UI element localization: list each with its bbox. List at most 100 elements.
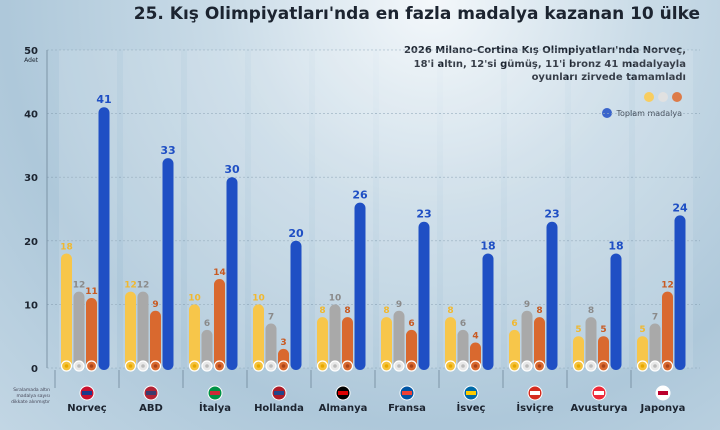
bar-label-bronze: 14: [213, 268, 226, 278]
silver-medal-center: [461, 364, 465, 368]
bar-gold: [317, 317, 328, 370]
netherlands-flag-stripe: [274, 391, 284, 395]
bar-silver: [73, 291, 85, 370]
silver-medal-center: [269, 364, 273, 368]
bronze-medal-center: [153, 364, 158, 368]
bar-label-silver: 9: [524, 300, 530, 310]
bar-bronze: [150, 310, 161, 370]
gold-medal-center: [576, 364, 581, 368]
bar-label-silver: 12: [137, 281, 150, 291]
bar-label-bronze: 3: [280, 338, 286, 348]
chart-title: 25. Kış Olimpiyatları'nda en fazla madal…: [133, 4, 700, 24]
bar-silver: [265, 323, 277, 370]
subtitle-line: 2026 Milano-Cortina Kış Olimpiyatları'nd…: [403, 45, 686, 56]
silver-medal-center: [653, 364, 657, 368]
japan-flag-stripe: [658, 391, 668, 395]
bar-label-silver: 7: [268, 312, 274, 322]
bar-gold: [509, 329, 520, 370]
country-label: Norveç: [67, 403, 106, 414]
bar-label-silver: 7: [652, 312, 658, 322]
bar-label-gold: 8: [383, 306, 389, 316]
bronze-medal-icon: [672, 92, 682, 102]
bar-gold: [381, 317, 392, 370]
gold-medal-center: [256, 364, 261, 368]
bar-silver: [329, 304, 341, 370]
bar-label-total: 18: [608, 240, 623, 253]
bar-label-bronze: 6: [408, 319, 414, 329]
silver-medal-icon: [658, 92, 668, 102]
norway-flag-stripe: [82, 391, 92, 395]
silver-medal-center: [141, 364, 145, 368]
gold-medal-center: [448, 364, 453, 368]
switzerland-flag-stripe: [530, 391, 540, 395]
country-label: Hollanda: [254, 403, 304, 414]
bar-label-silver: 12: [73, 281, 86, 291]
bronze-medal-center: [89, 364, 94, 368]
bronze-medal-center: [409, 364, 414, 368]
silver-medal-center: [397, 364, 401, 368]
bar-label-total: 23: [416, 208, 431, 221]
bar-total: [226, 177, 238, 370]
bar-total: [162, 158, 174, 370]
bar-silver: [393, 310, 405, 370]
gold-medal-icon: [644, 92, 654, 102]
bar-gold: [125, 291, 136, 370]
bronze-medal-center: [345, 364, 350, 368]
bar-label-gold: 18: [60, 243, 73, 253]
bar-total: [354, 202, 366, 370]
silver-medal-center: [589, 364, 593, 368]
silver-medal-center: [205, 364, 209, 368]
bar-label-total: 23: [544, 208, 559, 221]
bar-label-total: 18: [480, 240, 495, 253]
bar-label-total: 20: [288, 227, 304, 240]
bar-label-bronze: 5: [600, 325, 606, 335]
bar-total: [482, 253, 494, 370]
bar-label-bronze: 9: [152, 300, 158, 310]
legend-medals: [644, 92, 682, 102]
bar-label-gold: 12: [124, 281, 137, 291]
bar-gold: [189, 304, 200, 370]
bar-label-total: 30: [224, 163, 240, 176]
country-label: İsviçre: [516, 400, 553, 414]
bar-bronze: [86, 298, 97, 370]
bronze-medal-center: [217, 364, 222, 368]
country-label: ABD: [139, 403, 163, 414]
bar-bronze: [342, 317, 353, 370]
bar-label-gold: 8: [319, 306, 325, 316]
bronze-medal-center: [601, 364, 606, 368]
bar-total: [610, 253, 622, 370]
bronze-medal-center: [281, 364, 286, 368]
y-tick-label: 10: [24, 300, 38, 311]
bar-label-total: 33: [160, 144, 175, 157]
country-label: Japonya: [640, 403, 686, 414]
subtitle-line: 18'i altın, 12'si gümüş, 11'i bronz 41 m…: [413, 58, 686, 70]
gold-medal-center: [640, 364, 645, 368]
bar-silver: [137, 291, 149, 370]
y-tick-label: 50: [24, 46, 38, 57]
bar-label-gold: 8: [447, 306, 453, 316]
ranking-note: Sıralamada altın madalya sayısı dikkate …: [11, 388, 50, 405]
bar-bronze: [662, 291, 673, 370]
legend-total-label: Toplam madalya: [616, 108, 683, 118]
bar-silver: [201, 329, 213, 370]
y-tick-label: 0: [31, 364, 38, 375]
bronze-medal-center: [537, 364, 542, 368]
bar-gold: [445, 317, 456, 370]
italy-flag-stripe: [210, 391, 220, 395]
bar-label-bronze: 12: [661, 281, 674, 291]
bar-total: [418, 221, 430, 370]
bar-label-silver: 6: [204, 319, 210, 329]
country-label: Fransa: [388, 403, 426, 414]
y-tick-label: 30: [24, 173, 38, 184]
gold-medal-center: [64, 364, 69, 368]
france-flag-stripe: [402, 391, 412, 395]
austria-flag-stripe: [594, 391, 604, 395]
bar-silver: [457, 329, 469, 370]
bar-label-gold: 10: [188, 293, 201, 303]
bar-bronze: [214, 278, 225, 370]
gold-medal-center: [320, 364, 325, 368]
bar-label-silver: 10: [329, 293, 342, 303]
bar-label-gold: 6: [511, 319, 517, 329]
chart-subtitle: 2026 Milano-Cortina Kış Olimpiyatları'nd…: [404, 44, 686, 85]
